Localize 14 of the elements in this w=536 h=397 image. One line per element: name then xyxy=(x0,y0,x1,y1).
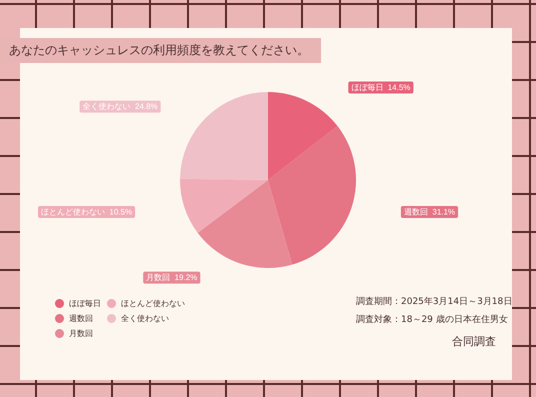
text: 調査期間：2025年3月14日～3月18日 xyxy=(356,296,512,308)
legend-label: 月数回 xyxy=(69,329,93,338)
text: 合同調査 xyxy=(452,334,496,349)
category-label: ほとんど使わない 10.5% xyxy=(40,207,132,216)
category-label: 週数回 31.1% xyxy=(404,207,456,216)
chart-title: あなたのキャッシュレスの利用頻度を教えてください。 xyxy=(0,38,321,63)
category-label: 全く使わない 24.8% xyxy=(82,102,158,112)
text: 調査対象：18～29 歳の日本在住男女 xyxy=(356,314,508,326)
category-label: ほぼ毎日 14.5% xyxy=(351,82,410,92)
legend-label: 週数回 xyxy=(69,314,93,323)
legend-label: 全く使わない xyxy=(121,314,169,323)
category-label: 月数回 19.2% xyxy=(146,273,198,282)
legend-label: ほとんど使わない xyxy=(121,299,185,308)
legend-label: ほぼ毎日 xyxy=(69,299,101,308)
